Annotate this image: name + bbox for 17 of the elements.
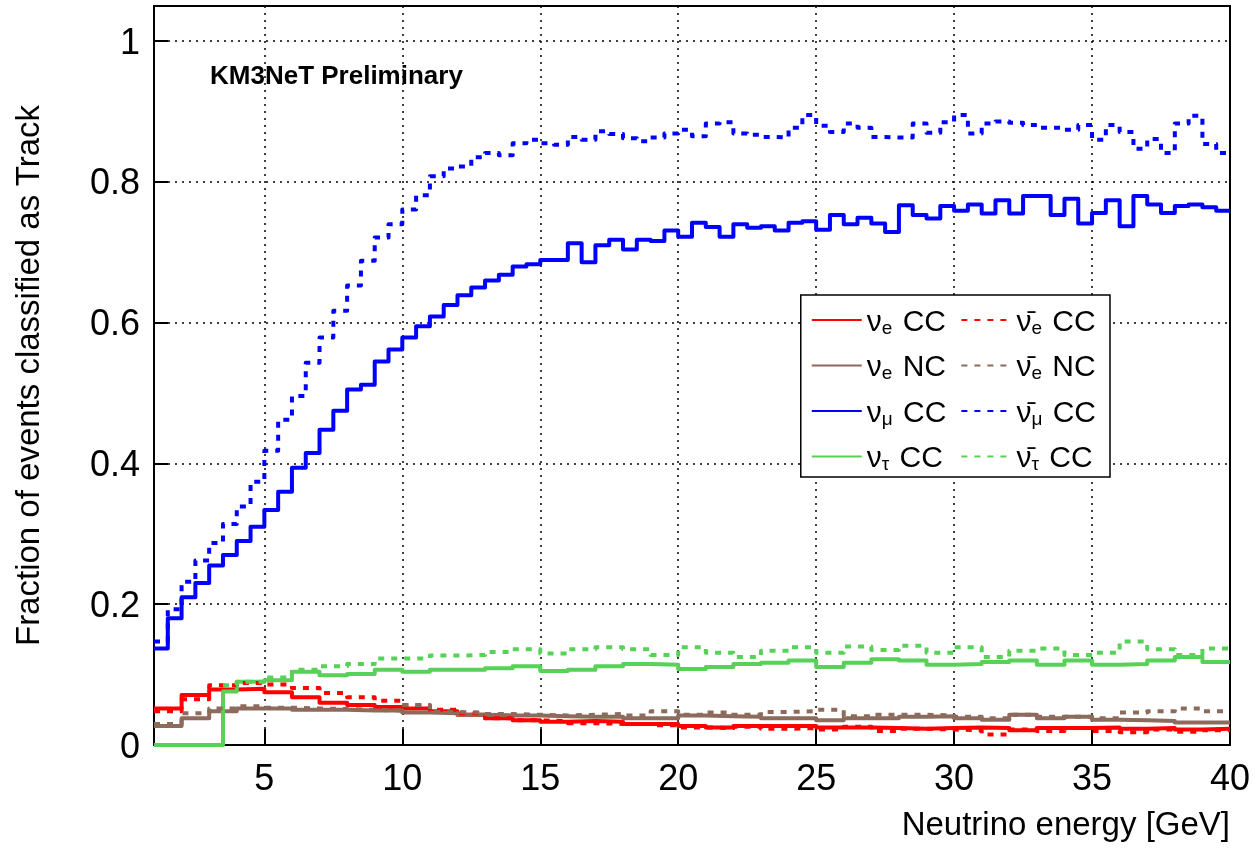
annotation: KM3NeT Preliminary	[210, 60, 464, 90]
x-tick-label: 20	[658, 756, 699, 798]
x-tick-label: 10	[382, 756, 423, 798]
x-tick-label: 5	[254, 756, 275, 798]
y-tick-label: 0.8	[89, 161, 140, 203]
x-tick-label: 25	[796, 756, 837, 798]
y-axis-title: Fraction of events classified as Track	[9, 104, 46, 647]
y-tick-label: 1	[119, 20, 140, 62]
y-tick-label: 0.6	[89, 302, 140, 344]
y-tick-label: 0.2	[89, 583, 140, 625]
x-tick-label: 35	[1072, 756, 1113, 798]
x-axis-title: Neutrino energy [GeV]	[901, 805, 1230, 842]
x-tick-label: 40	[1209, 756, 1251, 798]
y-tick-label: 0.4	[89, 442, 140, 484]
y-tick-label: 0	[119, 724, 140, 766]
x-tick-label: 15	[520, 756, 561, 798]
x-tick-label: 30	[934, 756, 975, 798]
